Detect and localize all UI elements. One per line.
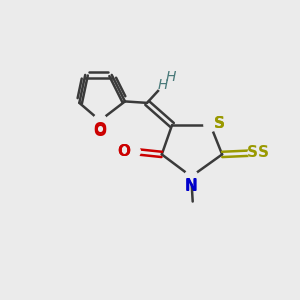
Text: S: S <box>258 146 269 160</box>
Circle shape <box>94 114 106 127</box>
Circle shape <box>204 118 217 131</box>
Text: S: S <box>214 116 225 131</box>
Text: S: S <box>214 116 225 131</box>
Circle shape <box>158 79 169 91</box>
Text: S: S <box>247 146 258 160</box>
Text: O: O <box>117 144 130 159</box>
Text: H: H <box>166 70 176 84</box>
Text: O: O <box>93 124 106 139</box>
Text: N: N <box>185 178 198 193</box>
Text: N: N <box>185 179 198 194</box>
Circle shape <box>185 170 198 183</box>
Circle shape <box>127 145 140 158</box>
Text: H: H <box>158 78 168 92</box>
Circle shape <box>248 146 261 159</box>
Text: O: O <box>93 122 106 137</box>
Text: O: O <box>117 144 130 159</box>
